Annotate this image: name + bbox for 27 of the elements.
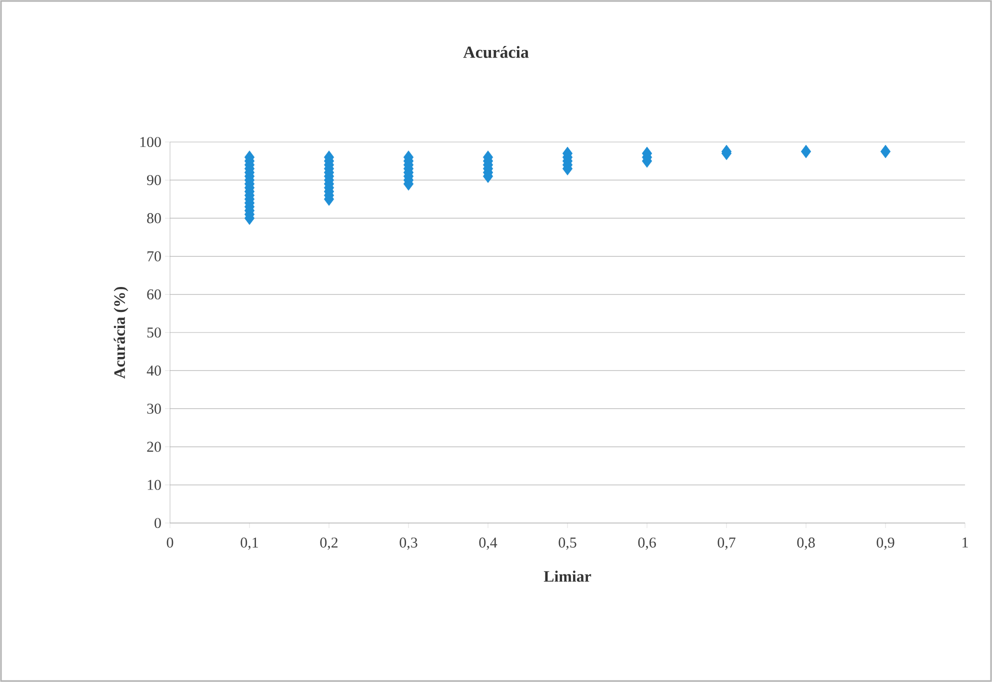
y-tick-label: 50 — [147, 327, 161, 338]
y-tick-label: 0 — [154, 518, 161, 528]
chart-title: Acurácia — [463, 46, 529, 58]
x-tick-label: 0,7 — [718, 538, 736, 550]
y-tick-label: 40 — [146, 366, 161, 376]
x-tick-label: 0,9 — [876, 538, 894, 550]
y-tick-label: 70 — [148, 251, 161, 262]
x-tick-label: 0,4 — [479, 538, 498, 550]
x-tick-label: 0,1 — [240, 538, 258, 550]
y-tick-label: 30 — [147, 404, 161, 414]
x-tick-label: 0,8 — [797, 538, 815, 550]
y-tick-label: 80 — [147, 213, 161, 224]
x-tick-label: 0,5 — [558, 538, 576, 550]
y-axis-title: Acurácia (%) — [114, 286, 128, 379]
y-tick-label: 100 — [140, 136, 161, 148]
point — [800, 144, 812, 158]
y-tick-label: 60 — [147, 289, 161, 300]
x-tick-label: 1 — [962, 538, 968, 548]
x-tick-label: 0,6 — [638, 538, 656, 550]
x-axis-title: Limiar — [544, 570, 592, 582]
y-tick-label: 10 — [148, 480, 161, 490]
y-tick-label: 20 — [147, 442, 161, 452]
x-tick-label: 0,2 — [320, 538, 338, 550]
point — [880, 144, 891, 158]
y-tick-label: 90 — [147, 175, 161, 186]
x-tick-label: 0,3 — [400, 538, 418, 550]
x-tick-label: 0 — [166, 538, 174, 548]
